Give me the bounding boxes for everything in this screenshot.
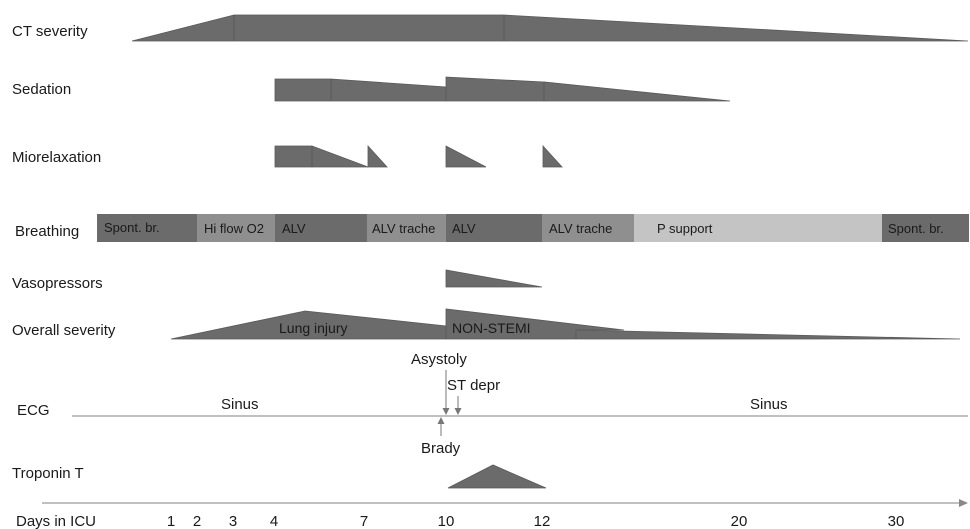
breathing-segment [446, 214, 542, 242]
days-axis-arrowhead [959, 499, 968, 507]
overall-severity-segment [445, 308, 625, 340]
miorelaxation-segment [274, 145, 369, 168]
vasopressors-shape [445, 269, 543, 288]
sedation-segment [445, 76, 545, 102]
days-tick: 3 [229, 513, 237, 529]
breathing-segment-label: ALV trache [372, 221, 435, 236]
days-axis-ticks: 1 2 3 4 7 10 12 20 30 [167, 513, 905, 529]
miorelaxation-segment [542, 144, 563, 168]
breathing-segment-label: ALV trache [549, 221, 612, 236]
days-tick: 2 [193, 513, 201, 529]
breathing-segment [542, 214, 634, 242]
row-label-miorelaxation: Miorelaxation [12, 149, 101, 166]
overall-annotation-lung-injury: Lung injury [279, 320, 348, 336]
breathing-segment-label: P support [657, 221, 713, 236]
days-tick: 12 [534, 513, 551, 529]
days-tick: 1 [167, 513, 175, 529]
sedation-segment [274, 78, 447, 102]
row-label-vasopressors: Vasopressors [12, 275, 103, 292]
ecg-annotation-sinus-left: Sinus [221, 396, 259, 413]
ecg-arrows [437, 370, 462, 436]
days-axis-label: Days in ICU [16, 513, 96, 529]
days-tick: 7 [360, 513, 368, 529]
days-tick: 4 [270, 513, 278, 529]
row-label-overall-severity: Overall severity [12, 322, 116, 339]
row-label-ct-severity: CT severity [12, 23, 88, 40]
brady-arrowhead [437, 417, 445, 424]
breathing-segment-label: Spont. br. [888, 221, 944, 236]
breathing-segment [275, 214, 367, 242]
days-tick: 30 [888, 513, 905, 529]
ecg-annotation-sinus-right: Sinus [750, 396, 788, 413]
st-depr-arrowhead [454, 408, 462, 415]
overall-annotation-non-stemi: NON-STEMI [452, 320, 531, 336]
breathing-segment [197, 214, 275, 242]
ct-severity-area [131, 14, 969, 42]
miorelaxation-segment [367, 144, 388, 168]
row-label-ecg: ECG [17, 402, 50, 419]
breathing-segment-label: Spont. br. [104, 220, 160, 235]
ecg-annotation-asystoly: Asystoly [411, 351, 467, 368]
breathing-band: Spont. br. Hi flow O2 ALV ALV trache ALV… [97, 214, 969, 242]
overall-severity-shape [170, 308, 961, 340]
breathing-segment [882, 214, 969, 242]
breathing-segment-label: ALV [452, 221, 476, 236]
asystoly-arrowhead [442, 408, 450, 415]
breathing-segment-label: Hi flow O2 [204, 221, 264, 236]
days-tick: 20 [731, 513, 748, 529]
ecg-annotation-brady: Brady [421, 440, 461, 457]
ct-severity-shape [131, 14, 969, 42]
ecg-annotation-st-depr: ST depr [447, 377, 500, 394]
miorelaxation-segment [445, 145, 487, 168]
overall-severity-segment [575, 329, 961, 340]
sedation-shape [274, 76, 731, 102]
breathing-segment-label: ALV [282, 221, 306, 236]
breathing-segment [97, 214, 197, 242]
row-label-troponin-t: Troponin T [12, 465, 84, 482]
miorelaxation-shape [274, 144, 563, 168]
troponin-t-shape [447, 464, 547, 489]
row-label-sedation: Sedation [12, 81, 71, 98]
days-tick: 10 [438, 513, 455, 529]
row-label-breathing: Breathing [15, 223, 79, 240]
sedation-segment [543, 81, 731, 102]
breathing-segment [634, 214, 882, 242]
breathing-segment [367, 214, 446, 242]
